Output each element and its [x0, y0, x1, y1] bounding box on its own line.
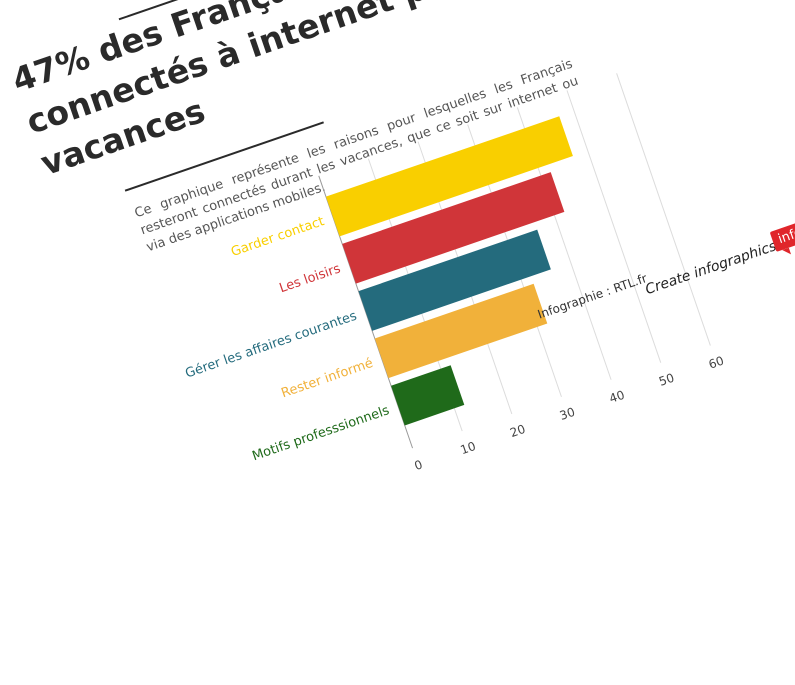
bar-rester-informe [374, 283, 548, 379]
bars [325, 116, 573, 426]
bar-garder-contact [325, 116, 573, 237]
bar-gerer-les-affaires-courantes [358, 229, 551, 331]
x-tick-label: 20 [508, 422, 527, 440]
x-axis-ticks: 0 10 20 30 40 50 60 [413, 353, 726, 473]
x-tick-label: 10 [459, 439, 478, 457]
x-tick-label: 30 [558, 405, 577, 423]
category-label: Garder contact [229, 214, 326, 260]
grid-line [616, 73, 711, 346]
x-tick-label: 50 [657, 371, 676, 389]
x-tick-label: 0 [413, 457, 425, 473]
category-label: Motifs professsionnels [250, 403, 391, 464]
x-tick-label: 40 [607, 388, 626, 406]
grid-line [566, 90, 662, 363]
category-label: Rester informé [279, 356, 375, 401]
category-label: Les loisirs [278, 261, 343, 296]
x-tick-label: 60 [707, 353, 726, 371]
bar-les-loisirs [342, 172, 565, 284]
bar-motifs-professsionnels [391, 365, 465, 426]
infographic-card: 47% des Français resteront connectés à i… [0, 0, 795, 530]
rotated-infographic: 47% des Français resteront connectés à i… [7, 0, 795, 685]
